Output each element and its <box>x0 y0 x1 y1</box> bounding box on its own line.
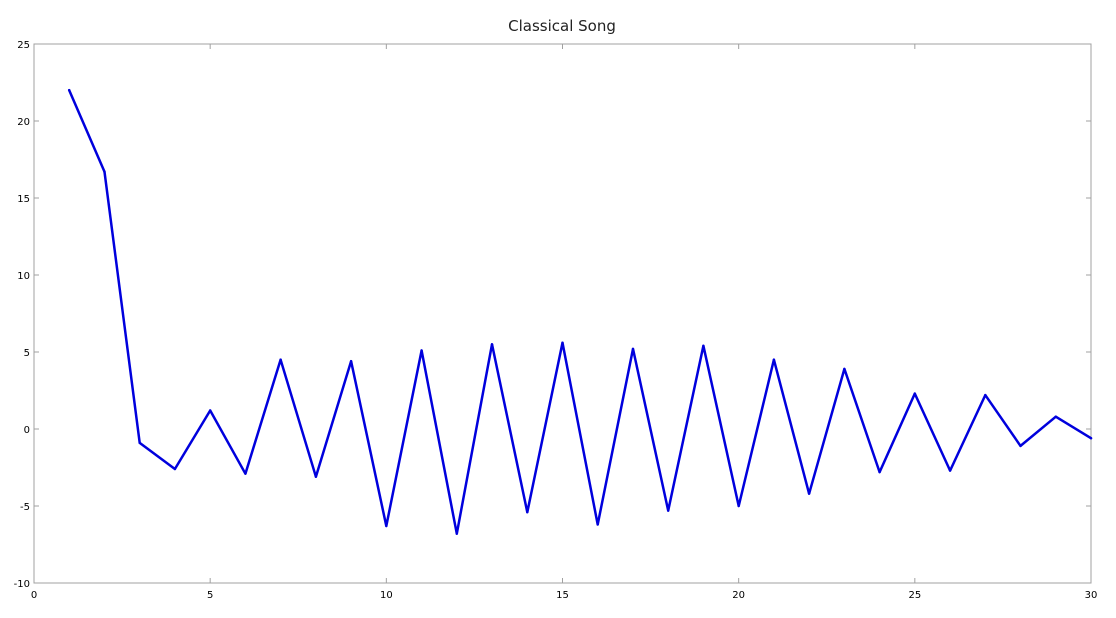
y-tick-label-6: 20 <box>17 117 30 128</box>
data-point <box>702 344 705 348</box>
data-point <box>948 469 952 472</box>
data-point <box>103 170 106 174</box>
y-tick-label-0: -10 <box>14 579 30 590</box>
data-point <box>244 472 247 475</box>
x-tick-label-6: 30 <box>1085 590 1098 601</box>
data-point <box>526 510 529 514</box>
y-tick-label-2: 0 <box>24 425 30 436</box>
x-tick-label-3: 15 <box>556 590 569 601</box>
y-tick-label-3: 5 <box>24 348 30 359</box>
axis-tick-labels: 0 5 10 15 20 25 30 -10 -5 0 5 10 15 20 25 <box>14 40 1098 601</box>
data-point <box>807 492 811 495</box>
data-point <box>385 524 388 528</box>
x-tick-label-5: 25 <box>908 590 921 601</box>
chart-title: Classical Song <box>508 17 616 35</box>
series-line-0 <box>67 88 1093 535</box>
data-point <box>596 523 599 526</box>
data-point <box>1054 415 1057 418</box>
data-point <box>349 360 353 363</box>
x-tick-label-2: 10 <box>380 590 393 601</box>
data-point <box>772 358 776 361</box>
data-point <box>1019 444 1022 448</box>
data-point <box>314 475 318 478</box>
y-tick-label-1: -5 <box>20 502 30 513</box>
data-point <box>737 504 740 508</box>
data-point <box>667 509 670 512</box>
data-point <box>455 532 458 535</box>
data-point <box>631 347 635 351</box>
y-tick-label-7: 25 <box>17 40 30 51</box>
data-point <box>843 367 846 371</box>
data-point <box>1089 437 1093 440</box>
data-point <box>420 349 423 352</box>
data-point <box>490 343 494 346</box>
x-tick-label-0: 0 <box>31 590 37 601</box>
data-point <box>68 89 71 92</box>
y-tick-label-4: 10 <box>17 271 30 282</box>
axes-frame <box>33 43 1092 584</box>
series-group <box>67 88 1093 535</box>
data-point <box>173 467 177 471</box>
y-tick-label-5: 15 <box>17 194 30 205</box>
data-point <box>913 392 917 395</box>
x-tick-label-4: 20 <box>732 590 745 601</box>
x-tick-label-1: 5 <box>207 590 213 601</box>
data-point <box>138 441 141 445</box>
data-point <box>561 341 564 344</box>
data-point <box>279 358 282 361</box>
data-point <box>878 470 881 474</box>
axis-ticks <box>33 43 1092 584</box>
data-point <box>208 409 212 412</box>
data-point <box>984 393 987 397</box>
